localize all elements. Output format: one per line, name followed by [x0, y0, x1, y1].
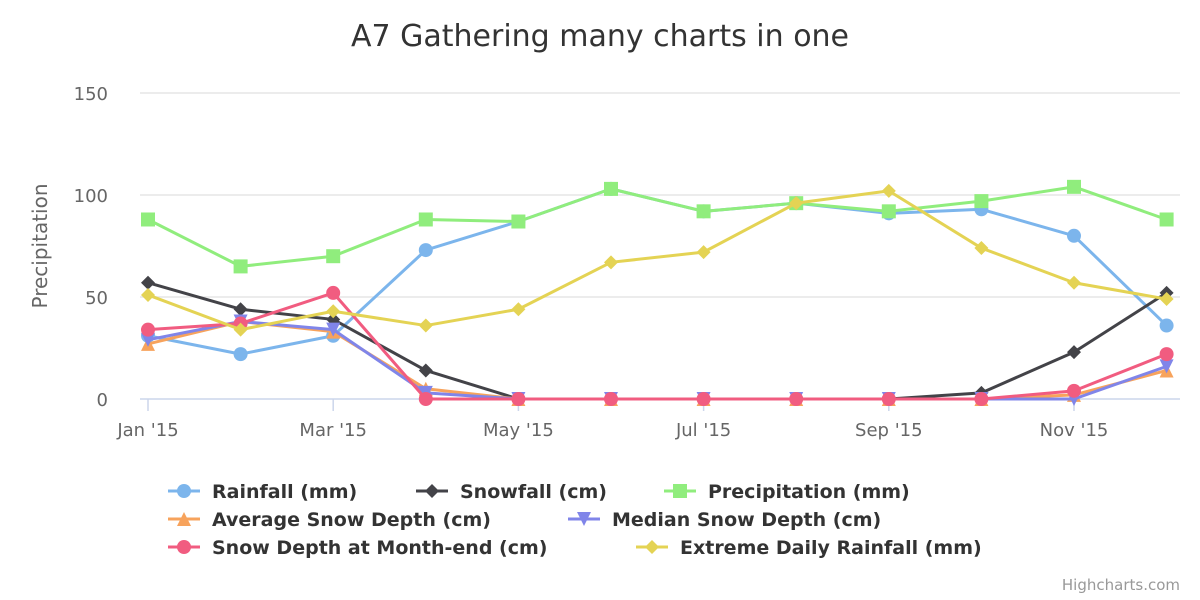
- x-tick-label: Sep '15: [855, 420, 923, 441]
- data-point[interactable]: [141, 322, 155, 337]
- data-point[interactable]: [1159, 292, 1174, 307]
- y-axis-label: Precipitation: [28, 183, 52, 308]
- legend-label: Snowfall (cm): [460, 481, 607, 503]
- legend-item[interactable]: Snow Depth at Month-end (cm): [168, 537, 547, 559]
- legend-symbol-icon: [177, 540, 191, 554]
- data-point[interactable]: [1067, 383, 1081, 398]
- data-point[interactable]: [789, 196, 804, 211]
- gridlines: [140, 92, 1180, 298]
- legend-symbol-icon: [425, 484, 439, 498]
- x-tick-label: Mar '15: [299, 420, 367, 441]
- data-point[interactable]: [326, 285, 341, 300]
- series-0: [141, 181, 1174, 362]
- legend-item[interactable]: Extreme Daily Rainfall (mm): [636, 537, 982, 559]
- data-point[interactable]: [604, 181, 618, 196]
- data-point[interactable]: [141, 332, 155, 347]
- data-point[interactable]: [418, 392, 433, 406]
- data-point[interactable]: [233, 347, 248, 362]
- data-point[interactable]: [696, 392, 711, 406]
- data-point[interactable]: [1067, 228, 1081, 243]
- data-point[interactable]: [326, 304, 341, 319]
- data-point[interactable]: [418, 243, 433, 258]
- legend-item[interactable]: Precipitation (mm): [664, 481, 910, 503]
- data-point[interactable]: [511, 392, 526, 406]
- credits-link[interactable]: Highcharts.com: [1062, 576, 1180, 594]
- data-point[interactable]: [1067, 345, 1081, 360]
- data-point[interactable]: [881, 392, 896, 406]
- data-point[interactable]: [974, 392, 989, 406]
- data-point[interactable]: [1159, 212, 1174, 227]
- legend-label: Snow Depth at Month-end (cm): [212, 537, 547, 559]
- data-point[interactable]: [974, 241, 989, 256]
- legend-symbol-icon: [177, 484, 191, 498]
- series-3: [141, 314, 1174, 406]
- legend-item[interactable]: Median Snow Depth (cm): [568, 509, 881, 531]
- series-line[interactable]: [147, 319, 1167, 401]
- data-point[interactable]: [604, 392, 618, 406]
- series-line[interactable]: [147, 185, 1168, 268]
- series-line[interactable]: [147, 189, 1167, 332]
- legend: Rainfall (mm) Snowfall (cm) Precipitation …: [168, 481, 982, 559]
- data-point[interactable]: [418, 318, 433, 333]
- series-line[interactable]: [147, 291, 1168, 401]
- x-tick-label: Jul '15: [675, 420, 731, 441]
- series-group: [141, 179, 1174, 406]
- data-point[interactable]: [418, 363, 433, 378]
- data-point[interactable]: [511, 214, 526, 229]
- data-point[interactable]: [233, 302, 248, 317]
- data-point[interactable]: [326, 249, 341, 264]
- y-tick-label: 150: [74, 84, 108, 105]
- legend-item[interactable]: Rainfall (mm): [168, 481, 357, 503]
- data-point[interactable]: [233, 322, 248, 337]
- legend-label: Extreme Daily Rainfall (mm): [680, 537, 982, 559]
- data-point[interactable]: [696, 204, 711, 219]
- data-point[interactable]: [141, 275, 155, 290]
- data-point[interactable]: [141, 212, 155, 227]
- chart-title: A7 Gathering many charts in one: [351, 19, 849, 54]
- data-point[interactable]: [326, 322, 341, 337]
- legend-label: Rainfall (mm): [212, 481, 357, 503]
- data-point[interactable]: [789, 392, 804, 406]
- data-point[interactable]: [974, 194, 989, 209]
- data-point[interactable]: [233, 259, 248, 274]
- legend-label: Average Snow Depth (cm): [212, 509, 491, 531]
- legend-item[interactable]: Average Snow Depth (cm): [168, 509, 491, 531]
- data-point[interactable]: [881, 183, 896, 198]
- x-tick-label: May '15: [483, 420, 554, 441]
- legend-symbol-icon: [645, 540, 659, 554]
- data-point[interactable]: [881, 204, 896, 219]
- data-point[interactable]: [418, 212, 433, 227]
- x-axis: Jan '15 Mar '15 May '15 Jul '15 Sep '15 Nov '…: [116, 398, 1180, 441]
- legend-symbol-icon: [577, 512, 591, 526]
- data-point[interactable]: [1159, 318, 1174, 333]
- legend-symbol-icon: [177, 512, 191, 526]
- series-line[interactable]: [147, 319, 1168, 401]
- data-point[interactable]: [1067, 179, 1081, 194]
- y-tick-label: 0: [97, 390, 108, 411]
- data-point[interactable]: [511, 302, 526, 317]
- data-point[interactable]: [1159, 359, 1174, 374]
- series-2: [141, 179, 1174, 274]
- series-5: [141, 285, 1174, 406]
- y-tick-label: 50: [85, 288, 108, 309]
- data-point[interactable]: [1067, 275, 1081, 290]
- x-tick-label: Jan '15: [116, 420, 178, 441]
- data-point[interactable]: [141, 287, 155, 302]
- x-tick-label: Nov '15: [1040, 420, 1109, 441]
- legend-label: Precipitation (mm): [708, 481, 910, 503]
- series-1: [141, 275, 1174, 406]
- legend-symbol-icon: [673, 484, 687, 498]
- series-6: [141, 183, 1174, 337]
- legend-item[interactable]: Snowfall (cm): [416, 481, 607, 503]
- data-point[interactable]: [604, 255, 618, 270]
- data-point[interactable]: [696, 245, 711, 260]
- data-point[interactable]: [1159, 347, 1174, 362]
- y-axis-ticks: 0 50 100 150: [74, 84, 108, 411]
- y-tick-label: 100: [74, 186, 108, 207]
- legend-label: Median Snow Depth (cm): [612, 509, 881, 531]
